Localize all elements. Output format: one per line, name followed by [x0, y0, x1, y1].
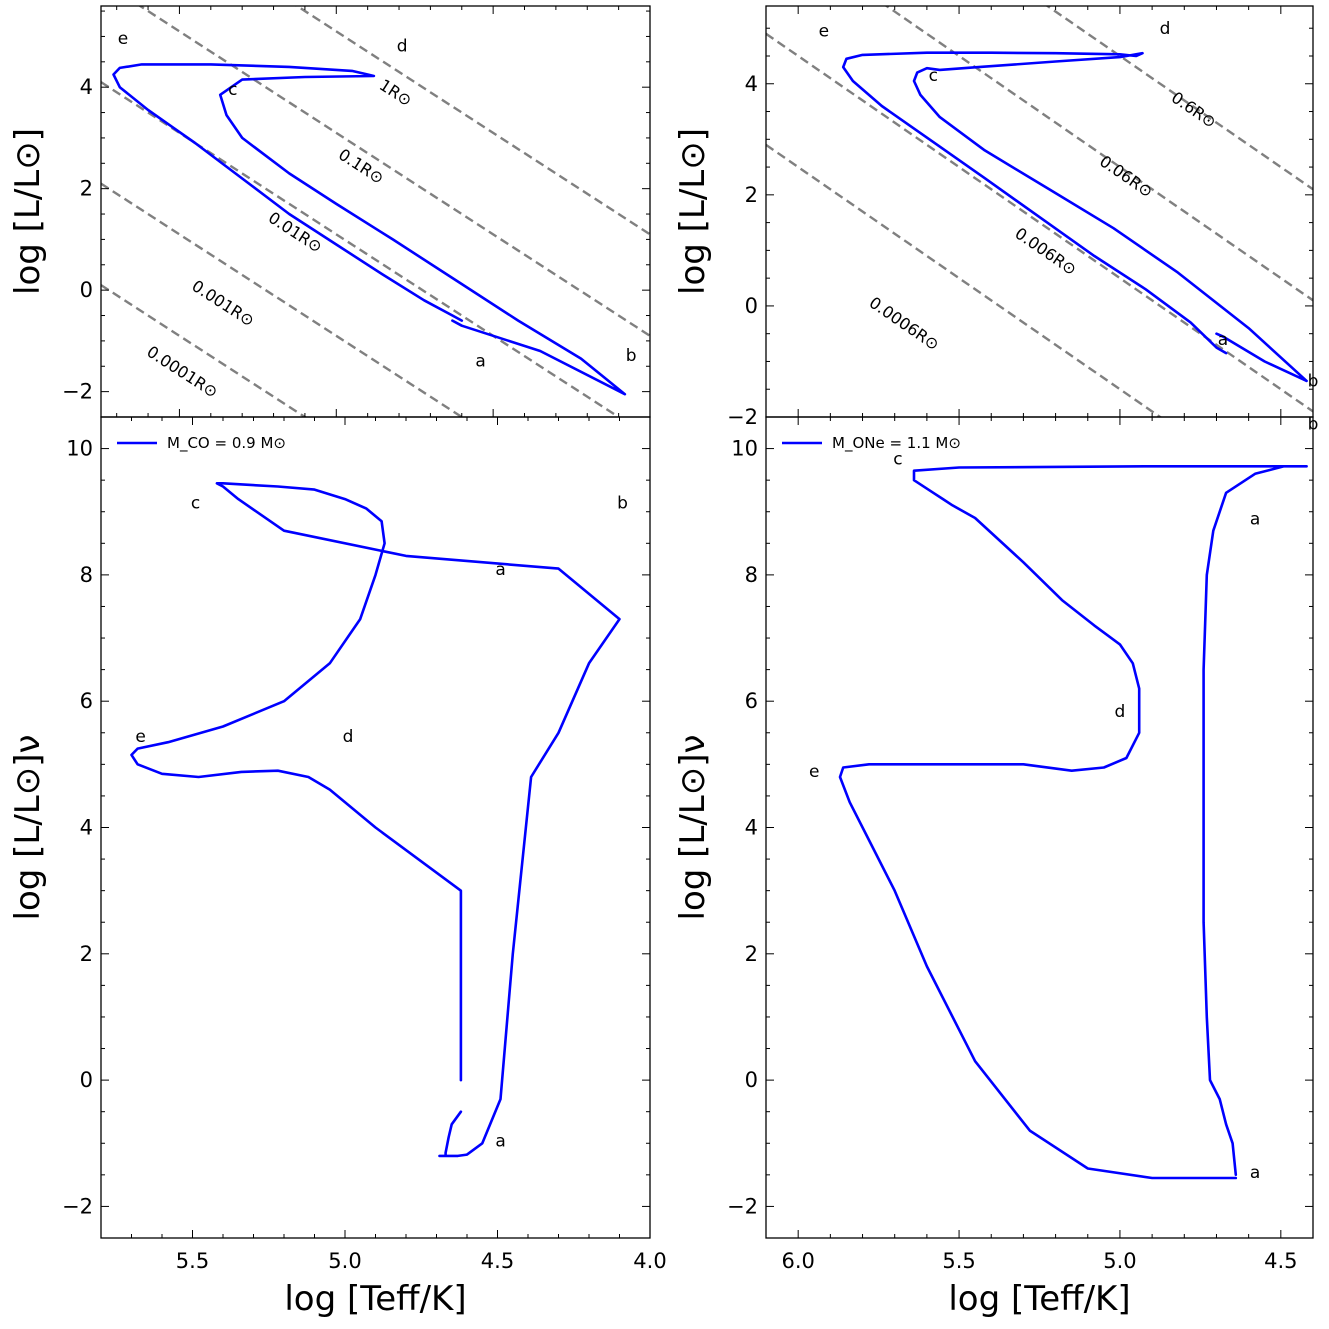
y-tick-label: 2	[745, 942, 758, 966]
x-tick-label: 4.0	[633, 1249, 666, 1273]
x-tick-label: 4.5	[1264, 1249, 1297, 1273]
y-tick-label: −2	[62, 380, 93, 404]
panel-bottom-left: c b a e d a −2 0 2 4 6 8 10 5.5 5.0 4.5 4.0 log [L/L⊙]ν lo…	[8, 416, 667, 1319]
x-tick-label: 5.0	[328, 1249, 361, 1273]
radius-label: 0.06R⊙	[1096, 152, 1156, 202]
radius-line	[884, 6, 1313, 302]
radius-line	[294, 6, 650, 236]
phase-label-b: b	[626, 346, 637, 366]
phase-label-c: c	[191, 494, 200, 514]
y-tick-label: 0	[745, 294, 758, 318]
y-tick-label: 8	[745, 563, 758, 587]
y-tick-label: 0	[80, 1068, 93, 1092]
phase-label-c: c	[228, 80, 237, 100]
phase-label-c: c	[893, 449, 902, 469]
phase-label-d: d	[1115, 702, 1126, 722]
x-tick-label: 4.5	[481, 1249, 514, 1273]
phase-label-b: b	[617, 494, 628, 514]
legend-label: M_CO = 0.9 M⊙	[167, 434, 286, 453]
phase-label-e: e	[809, 762, 819, 782]
evolution-track	[112, 63, 627, 396]
y-tick-label: 10	[731, 437, 758, 461]
phase-label-a: a	[475, 351, 485, 371]
y-tick-label: 4	[80, 75, 93, 99]
y-tick-label: 10	[66, 437, 93, 461]
phase-label-a: a	[495, 1131, 505, 1151]
axes-frame	[100, 5, 651, 418]
radius-label: 0.6R⊙	[1168, 88, 1220, 132]
x-tick-label: 6.0	[781, 1249, 814, 1273]
phase-label-d: d	[343, 727, 354, 747]
phase-label-a: a	[1250, 1163, 1260, 1183]
y-axis-title: log [L/L⊙]ν	[673, 735, 713, 921]
phase-label-a: a	[1218, 330, 1228, 350]
phase-label-c: c	[929, 66, 938, 86]
y-tick-label: 6	[745, 689, 758, 713]
y-tick-label: 4	[745, 72, 758, 96]
y-tick-label: 2	[80, 942, 93, 966]
evolution-track	[838, 465, 1308, 1180]
panel-top-right: 0.0006R⊙0.006R⊙0.06R⊙0.6R⊙ecdab−2024log …	[673, 5, 1318, 429]
y-tick-label: 2	[80, 177, 93, 201]
y-tick-label: 4	[80, 816, 93, 840]
phase-label-e: e	[118, 29, 128, 49]
x-tick-label: 5.0	[1103, 1249, 1136, 1273]
phase-label-d: d	[397, 37, 408, 57]
legend-label: M_ONe = 1.1 M⊙	[832, 434, 961, 453]
radius-label: 0.1R⊙	[335, 145, 387, 188]
radius-line	[101, 182, 464, 417]
axes-frame	[765, 416, 1314, 1239]
y-tick-label: 0	[745, 1068, 758, 1092]
radius-label: 0.0001R⊙	[143, 342, 221, 402]
radius-line	[101, 81, 621, 417]
y-tick-label: 0	[80, 278, 93, 302]
radius-label: 0.0006R⊙	[866, 293, 943, 354]
radius-label: 0.001R⊙	[189, 276, 258, 330]
phase-label-a: a	[1250, 509, 1260, 529]
y-tick-label: 8	[80, 563, 93, 587]
evolution-track	[841, 51, 1308, 383]
y-axis-title: log [L/L⊙]	[8, 128, 48, 295]
x-axis-title: log [Teff/K]	[284, 1279, 466, 1319]
radius-line	[138, 6, 650, 337]
phase-label-d: d	[1160, 19, 1171, 39]
y-axis-title: log [L/L⊙]	[673, 128, 713, 295]
y-tick-label: −2	[727, 405, 758, 429]
radius-line	[766, 32, 1313, 413]
y-tick-label: −2	[62, 1194, 93, 1218]
x-tick-label: 5.5	[176, 1249, 209, 1273]
y-tick-label: 2	[745, 183, 758, 207]
y-tick-label: 4	[745, 816, 758, 840]
y-tick-label: −2	[727, 1194, 758, 1218]
radius-line	[101, 284, 308, 417]
phase-label-e: e	[135, 727, 145, 747]
radius-label: 1R⊙	[376, 75, 415, 110]
x-tick-label: 5.5	[942, 1249, 975, 1273]
x-axis-title: log [Teff/K]	[948, 1279, 1130, 1319]
radius-line	[1045, 6, 1313, 191]
y-tick-label: 6	[80, 689, 93, 713]
evolution-track	[130, 482, 621, 1158]
phase-label-a: a	[495, 560, 505, 580]
y-axis-title: log [L/L⊙]ν	[8, 735, 48, 921]
phase-label-e: e	[819, 22, 829, 42]
radius-label: 0.006R⊙	[1012, 224, 1081, 280]
